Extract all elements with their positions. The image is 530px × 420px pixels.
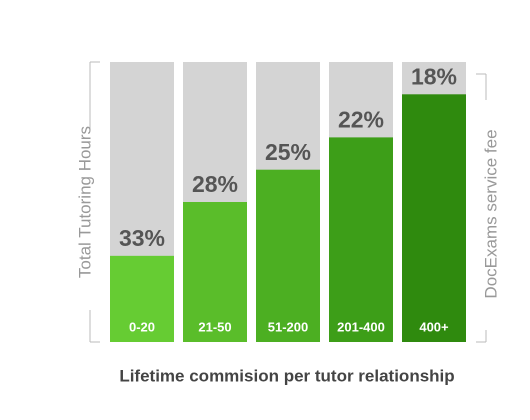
x-tick-label: 51-200 — [268, 319, 308, 334]
y-axis-label: Total Tutoring Hours — [75, 126, 94, 278]
bar — [110, 255, 174, 342]
x-tick-label: 201-400 — [337, 319, 385, 334]
bar — [183, 202, 247, 342]
bar — [402, 94, 466, 342]
bar — [329, 137, 393, 342]
value-label: 18% — [411, 63, 457, 89]
value-label: 25% — [265, 139, 311, 165]
value-label: 28% — [192, 171, 238, 197]
label-backdrop — [478, 100, 506, 330]
value-label: 22% — [338, 106, 384, 132]
x-tick-label: 400+ — [419, 319, 449, 334]
value-label: 33% — [119, 225, 165, 251]
y2-axis-label: DocExams service fee — [481, 129, 500, 298]
x-tick-label: 21-50 — [198, 319, 231, 334]
bar — [256, 169, 320, 342]
label-backdrop — [74, 130, 106, 310]
x-tick-label: 0-20 — [129, 319, 155, 334]
x-axis-label: Lifetime commision per tutor relationshi… — [119, 366, 454, 385]
